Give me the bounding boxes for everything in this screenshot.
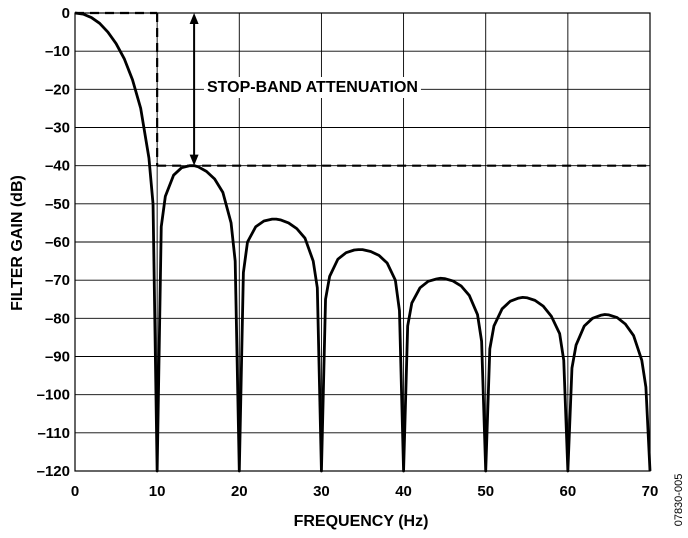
- annotation-background: [204, 77, 421, 98]
- x-tick-label: 70: [642, 483, 659, 500]
- y-tick-label: –40: [45, 158, 70, 175]
- x-tick-label: 0: [71, 483, 79, 500]
- x-tick-label: 40: [395, 483, 412, 500]
- y-tick-labels: 0 –10 –20 –30 –40 –50 –60 –70 –80 –90 –100 –110 –120: [37, 5, 70, 480]
- x-tick-labels: 0 10 20 30 40 50 60 70: [71, 483, 659, 500]
- x-tick-label: 60: [560, 483, 577, 500]
- series-layer: [74, 11, 652, 473]
- y-tick-label: –60: [45, 234, 70, 251]
- y-tick-label: –80: [45, 310, 70, 327]
- y-tick-label: –30: [45, 120, 70, 137]
- y-axis-title: FILTER GAIN (dB): [9, 175, 26, 311]
- x-axis-title: FREQUENCY (Hz): [294, 513, 429, 530]
- filter-response-line: [74, 11, 652, 473]
- y-tick-label: –110: [37, 425, 70, 442]
- y-tick-label: –100: [37, 387, 70, 404]
- arrow-head-up: [189, 13, 199, 24]
- x-tick-label: 50: [477, 483, 494, 500]
- y-tick-label: 0: [62, 5, 70, 22]
- stop-band-attenuation-label: STOP-BAND ATTENUATION: [207, 79, 418, 96]
- plot-frame: [74, 12, 651, 472]
- y-tick-label: –120: [37, 463, 70, 480]
- y-tick-label: –50: [45, 196, 70, 213]
- arrow-head-down: [189, 154, 199, 166]
- x-tick-label: 30: [313, 483, 330, 500]
- y-tick-label: –90: [45, 349, 70, 366]
- y-tick-label: –20: [45, 81, 70, 98]
- x-tick-label: 10: [149, 483, 166, 500]
- annotation: STOP-BAND ATTENUATION: [189, 13, 421, 166]
- x-tick-label: 20: [231, 483, 248, 500]
- figure-id: 07830-005: [673, 474, 685, 527]
- y-tick-label: –10: [45, 43, 70, 60]
- y-tick-label: –70: [45, 272, 70, 289]
